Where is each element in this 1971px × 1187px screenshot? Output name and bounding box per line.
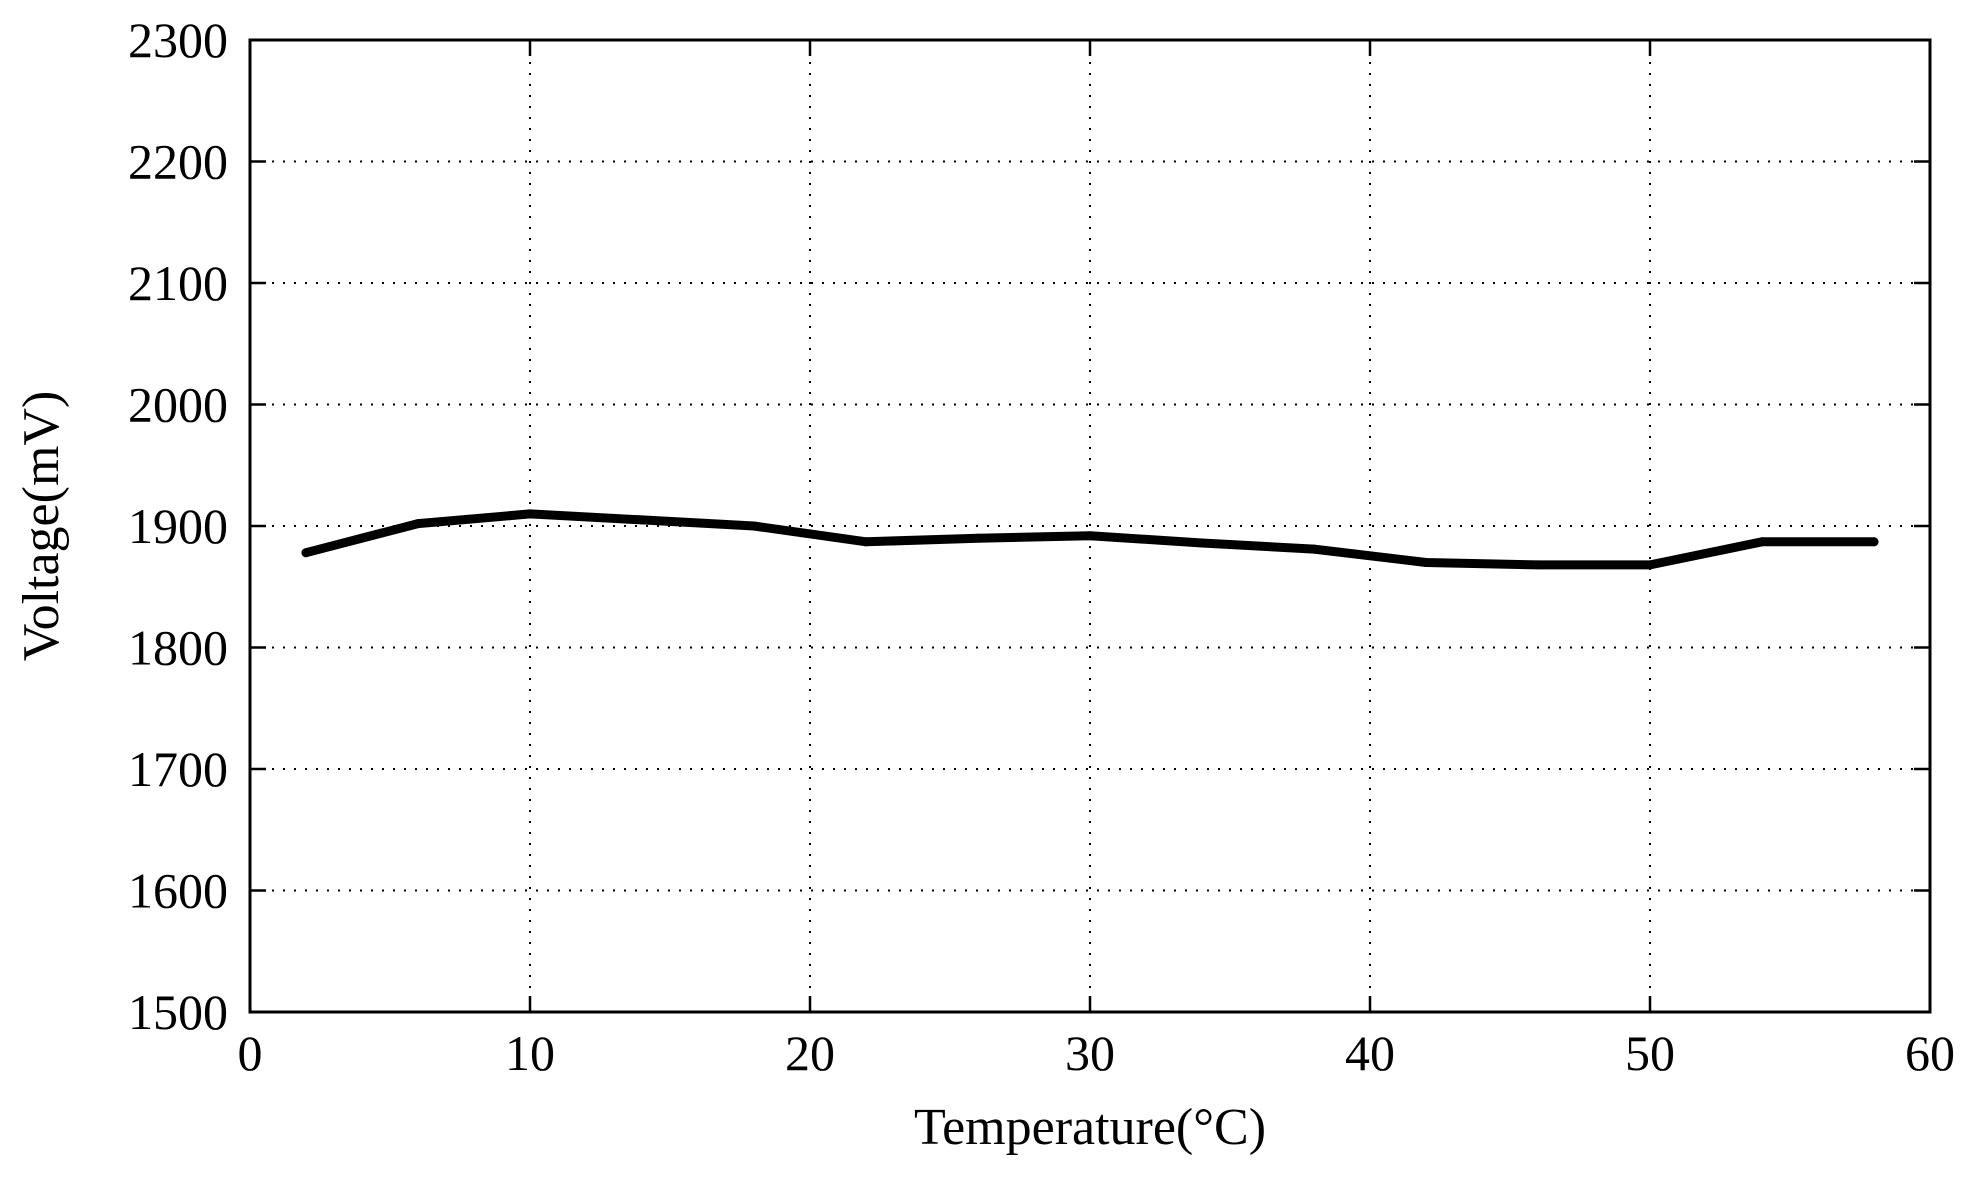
data-point	[1645, 560, 1655, 570]
x-tick-label: 40	[1345, 1025, 1395, 1081]
y-tick-label: 1700	[128, 741, 228, 797]
data-point	[301, 548, 311, 558]
y-tick-label: 1600	[128, 863, 228, 919]
x-tick-label: 60	[1905, 1025, 1955, 1081]
data-point	[1757, 537, 1767, 547]
grid	[250, 40, 1930, 1012]
y-tick-label: 2300	[128, 12, 228, 68]
data-point	[1309, 544, 1319, 554]
x-tick-label: 20	[785, 1025, 835, 1081]
axes	[248, 38, 1932, 1014]
data-point	[1197, 538, 1207, 548]
series-layer	[301, 509, 1879, 570]
y-tick-label: 1800	[128, 620, 228, 676]
y-tick-label: 1500	[128, 984, 228, 1040]
plot-frame	[248, 38, 1932, 1014]
x-axis-title: Temperature(°C)	[914, 1099, 1266, 1156]
y-axis-title: Voltage(mV)	[13, 391, 70, 662]
y-tick-label: 2000	[128, 377, 228, 433]
x-tick-label: 0	[238, 1025, 263, 1081]
x-tick-label: 50	[1625, 1025, 1675, 1081]
data-point	[973, 533, 983, 543]
y-tick-label: 2100	[128, 255, 228, 311]
tick-labels: 0 10 20 30 40 50 60 1500 1600 1700 1800 1900 2000 210…	[128, 12, 1955, 1081]
y-tick-label: 2200	[128, 134, 228, 190]
data-point	[1533, 560, 1543, 570]
data-point	[861, 537, 871, 547]
data-point	[1869, 537, 1879, 547]
data-point	[413, 519, 423, 529]
y-tick-label: 1900	[128, 498, 228, 554]
x-tick-label: 10	[505, 1025, 555, 1081]
x-tick-label: 30	[1065, 1025, 1115, 1081]
data-point	[637, 515, 647, 525]
data-point	[1085, 531, 1095, 541]
data-point	[525, 509, 535, 519]
data-point	[749, 521, 759, 531]
data-point	[1421, 557, 1431, 567]
